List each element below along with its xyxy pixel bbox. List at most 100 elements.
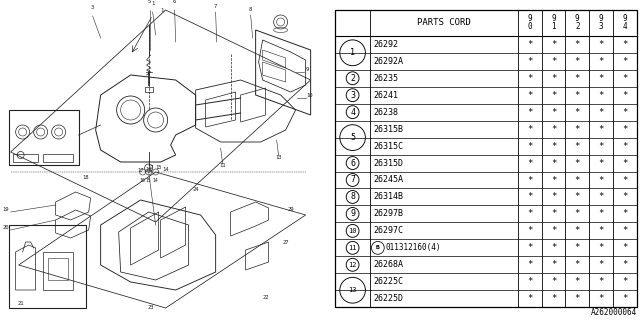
Text: 18: 18 bbox=[83, 175, 89, 180]
Text: 9: 9 bbox=[350, 209, 355, 219]
Text: 26292: 26292 bbox=[374, 40, 399, 49]
Text: *: * bbox=[575, 141, 580, 151]
Text: *: * bbox=[527, 277, 532, 286]
Text: 15: 15 bbox=[146, 178, 152, 183]
Text: 13: 13 bbox=[275, 155, 282, 160]
Text: 9
2: 9 2 bbox=[575, 14, 580, 31]
Text: 16: 16 bbox=[140, 178, 145, 183]
Text: 6: 6 bbox=[350, 158, 355, 168]
Text: 3: 3 bbox=[350, 91, 355, 100]
Text: *: * bbox=[598, 124, 604, 134]
Text: 11: 11 bbox=[348, 245, 357, 251]
Text: *: * bbox=[598, 277, 604, 286]
Text: 26235: 26235 bbox=[374, 74, 399, 83]
Text: 17: 17 bbox=[138, 168, 144, 173]
Text: 7: 7 bbox=[214, 4, 217, 9]
Text: *: * bbox=[575, 158, 580, 168]
Text: *: * bbox=[527, 175, 532, 185]
Text: *: * bbox=[575, 57, 580, 66]
Text: 26225C: 26225C bbox=[374, 277, 404, 286]
Text: *: * bbox=[622, 158, 628, 168]
Text: *: * bbox=[575, 260, 580, 269]
Text: 1: 1 bbox=[161, 8, 164, 13]
Text: *: * bbox=[527, 192, 532, 202]
Text: *: * bbox=[598, 91, 604, 100]
Text: *: * bbox=[527, 57, 532, 66]
Text: *: * bbox=[527, 141, 532, 151]
Text: *: * bbox=[527, 74, 532, 83]
Text: *: * bbox=[622, 141, 628, 151]
Text: 16: 16 bbox=[145, 167, 152, 172]
Text: *: * bbox=[575, 124, 580, 134]
Text: *: * bbox=[622, 209, 628, 219]
Text: 26314B: 26314B bbox=[374, 192, 404, 202]
Text: 11: 11 bbox=[220, 163, 226, 168]
Text: 4: 4 bbox=[350, 108, 355, 117]
Text: 9
3: 9 3 bbox=[599, 14, 604, 31]
Text: *: * bbox=[598, 57, 604, 66]
Text: *: * bbox=[575, 74, 580, 83]
Text: *: * bbox=[575, 294, 580, 303]
Text: 26292A: 26292A bbox=[374, 57, 404, 66]
Text: *: * bbox=[551, 91, 556, 100]
Text: *: * bbox=[622, 260, 628, 269]
Text: *: * bbox=[622, 243, 628, 252]
Text: *: * bbox=[598, 175, 604, 185]
Text: *: * bbox=[551, 57, 556, 66]
Text: *: * bbox=[598, 74, 604, 83]
Text: 26297B: 26297B bbox=[374, 209, 404, 219]
Text: 3: 3 bbox=[91, 5, 94, 10]
Text: 26241: 26241 bbox=[374, 91, 399, 100]
Bar bbox=[43, 154, 73, 162]
Text: *: * bbox=[598, 108, 604, 117]
Text: 29: 29 bbox=[287, 207, 294, 212]
Text: *: * bbox=[527, 243, 532, 252]
Text: 26238: 26238 bbox=[374, 108, 399, 117]
Text: *: * bbox=[622, 57, 628, 66]
Text: *: * bbox=[575, 108, 580, 117]
Text: B: B bbox=[376, 245, 380, 250]
Text: *: * bbox=[575, 175, 580, 185]
Text: *: * bbox=[551, 209, 556, 219]
Text: 24: 24 bbox=[193, 187, 199, 192]
Text: *: * bbox=[551, 192, 556, 202]
Text: *: * bbox=[551, 124, 556, 134]
Text: *: * bbox=[527, 226, 532, 236]
Text: 2: 2 bbox=[350, 74, 355, 83]
Text: 9: 9 bbox=[306, 67, 309, 72]
Text: 15: 15 bbox=[156, 165, 162, 170]
Bar bbox=[145, 87, 152, 92]
Text: *: * bbox=[622, 226, 628, 236]
Text: *: * bbox=[575, 243, 580, 252]
Text: *: * bbox=[622, 108, 628, 117]
Text: *: * bbox=[622, 294, 628, 303]
Text: 7: 7 bbox=[350, 175, 355, 185]
Text: *: * bbox=[527, 260, 532, 269]
Text: 6: 6 bbox=[173, 0, 176, 4]
Text: *: * bbox=[527, 124, 532, 134]
Text: 13: 13 bbox=[348, 287, 357, 293]
Text: *: * bbox=[575, 91, 580, 100]
Text: *: * bbox=[575, 192, 580, 202]
Text: 26315C: 26315C bbox=[374, 141, 404, 151]
Text: *: * bbox=[551, 40, 556, 49]
Text: *: * bbox=[575, 40, 580, 49]
Text: *: * bbox=[551, 260, 556, 269]
Text: 9
1: 9 1 bbox=[551, 14, 556, 31]
Text: *: * bbox=[598, 40, 604, 49]
Text: 26315B: 26315B bbox=[374, 124, 404, 134]
Text: 5: 5 bbox=[148, 0, 151, 4]
Text: 8: 8 bbox=[350, 192, 355, 202]
Text: *: * bbox=[598, 260, 604, 269]
Text: *: * bbox=[598, 209, 604, 219]
Text: *: * bbox=[527, 91, 532, 100]
Text: *: * bbox=[622, 74, 628, 83]
Bar bbox=[13, 154, 38, 162]
Text: *: * bbox=[527, 294, 532, 303]
Text: *: * bbox=[527, 209, 532, 219]
Text: 26315D: 26315D bbox=[374, 158, 404, 168]
Text: 26268A: 26268A bbox=[374, 260, 404, 269]
Text: *: * bbox=[622, 124, 628, 134]
Text: 1: 1 bbox=[151, 1, 154, 6]
Text: *: * bbox=[598, 158, 604, 168]
